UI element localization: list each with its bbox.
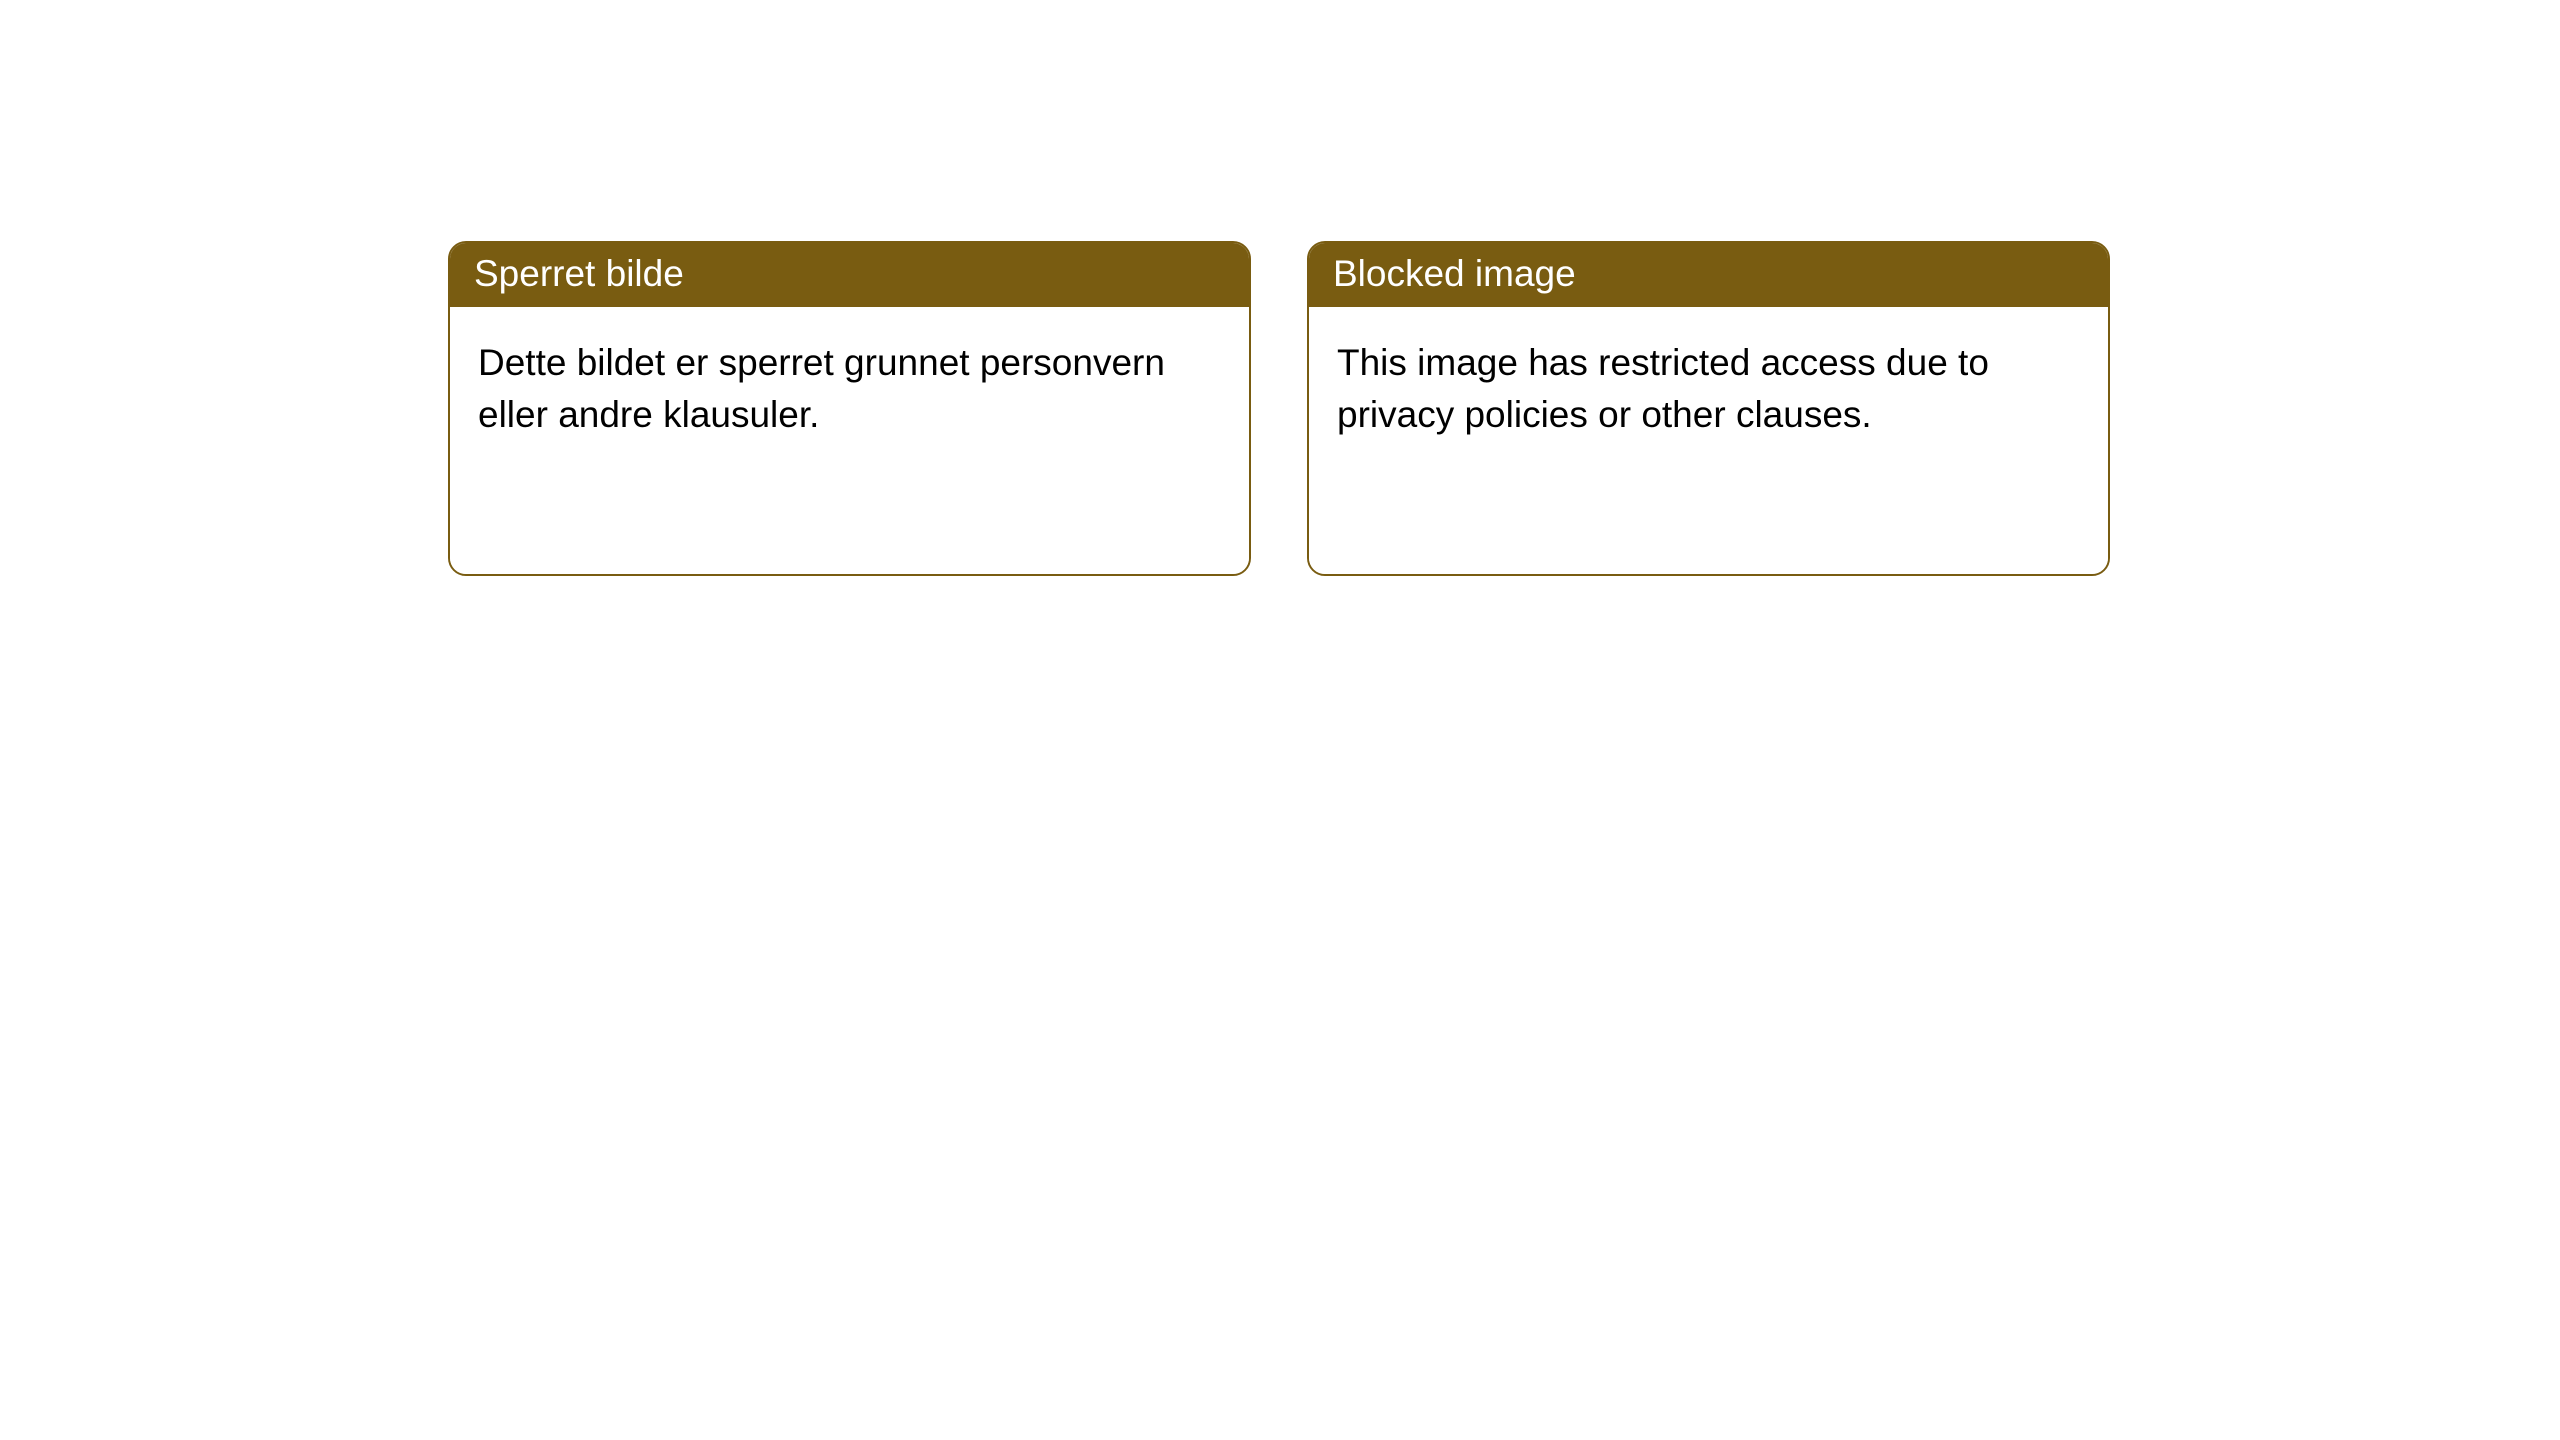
notice-body-norwegian: Dette bildet er sperret grunnet personve…	[450, 307, 1249, 574]
notice-card-english: Blocked image This image has restricted …	[1307, 241, 2110, 576]
notice-title-english: Blocked image	[1309, 243, 2108, 307]
notice-container: Sperret bilde Dette bildet er sperret gr…	[448, 241, 2110, 576]
notice-body-english: This image has restricted access due to …	[1309, 307, 2108, 574]
notice-card-norwegian: Sperret bilde Dette bildet er sperret gr…	[448, 241, 1251, 576]
notice-title-norwegian: Sperret bilde	[450, 243, 1249, 307]
